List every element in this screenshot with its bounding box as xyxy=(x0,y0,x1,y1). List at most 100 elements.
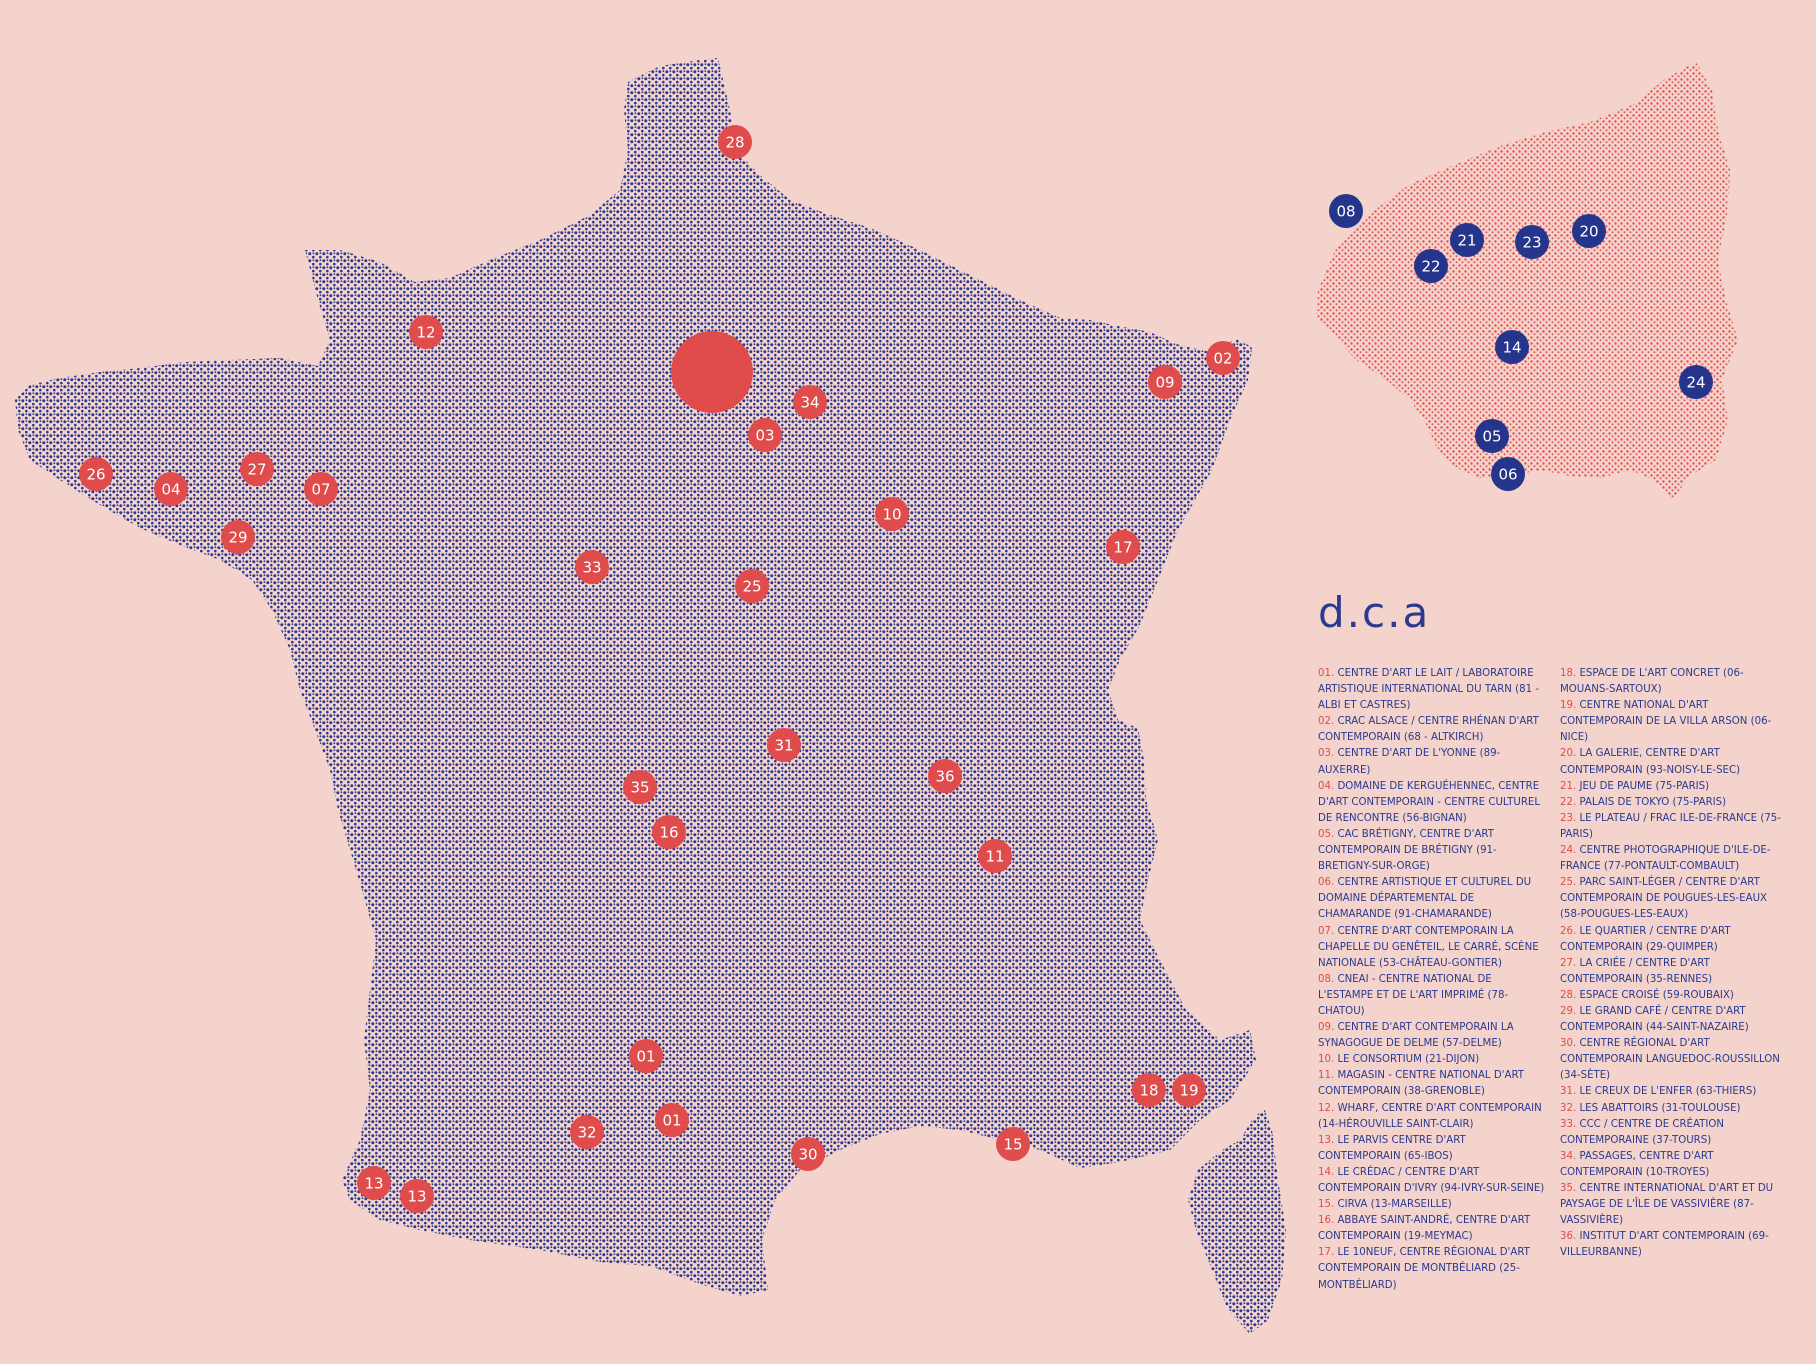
idf-marker-22[interactable]: 22 xyxy=(1414,249,1448,283)
legend-entry: 06. Centre artistique et culturel du Dom… xyxy=(1318,875,1550,923)
legend-entry: 09. Centre d'art contemporain La synagog… xyxy=(1318,1020,1550,1052)
france-marker-03[interactable]: 03 xyxy=(748,418,782,452)
marker-label: 28 xyxy=(725,133,744,151)
idf-marker-06[interactable]: 06 xyxy=(1491,457,1525,491)
marker-label: 30 xyxy=(798,1145,817,1163)
france-marker-01[interactable]: 01 xyxy=(629,1039,663,1073)
legend-text: Centre d'art Le Lait / Laboratoire artis… xyxy=(1318,668,1540,712)
france-marker-29[interactable]: 29 xyxy=(221,520,255,554)
france-marker-12[interactable]: 12 xyxy=(409,315,443,349)
france-marker-13[interactable]: 13 xyxy=(357,1166,391,1200)
legend-number: 02. xyxy=(1318,716,1338,728)
legend-number: 18. xyxy=(1560,668,1580,679)
legend-entry: 24. Centre photographique d'Ile-de-Franc… xyxy=(1560,843,1790,875)
france-marker-17[interactable]: 17 xyxy=(1106,530,1140,564)
idf-marker-23[interactable]: 23 xyxy=(1515,225,1549,259)
legend-number: 06. xyxy=(1318,877,1338,889)
legend-text: Magasin - Centre national d'art contempo… xyxy=(1318,1070,1525,1098)
marker-circle xyxy=(928,759,962,793)
legend-number: 12. xyxy=(1318,1102,1338,1114)
france-marker-04[interactable]: 04 xyxy=(154,472,188,506)
france-marker-15[interactable]: 15 xyxy=(996,1127,1030,1161)
france-marker-10[interactable]: 10 xyxy=(875,497,909,531)
legend-entry: 13. Le Parvis centre d'art contemporain … xyxy=(1318,1133,1550,1165)
france-marker-16[interactable]: 16 xyxy=(652,815,686,849)
marker-circle xyxy=(1572,214,1606,248)
marker-label: 04 xyxy=(161,480,180,498)
legend-text: CIRVA (13-Marseille) xyxy=(1337,1199,1452,1211)
legend-number: 05. xyxy=(1318,828,1338,840)
legend-entry: 19. Centre national d'art contemporain d… xyxy=(1560,698,1790,746)
marker-circle xyxy=(735,569,769,603)
france-marker-28[interactable]: 28 xyxy=(718,125,752,159)
legend-number: 01. xyxy=(1318,668,1338,679)
legend-number: 29. xyxy=(1560,1005,1580,1017)
legend-text: Domaine de Kerguéhennec, centre d'art co… xyxy=(1318,780,1541,824)
marker-circle xyxy=(996,1127,1030,1161)
france-marker-18[interactable]: 18 xyxy=(1132,1073,1166,1107)
marker-circle xyxy=(154,472,188,506)
france-marker-25[interactable]: 25 xyxy=(735,569,769,603)
marker-circle xyxy=(221,520,255,554)
marker-label: 24 xyxy=(1686,373,1705,391)
marker-label: 14 xyxy=(1502,338,1521,356)
france-marker-13[interactable]: 13 xyxy=(400,1179,434,1213)
idf-marker-05[interactable]: 05 xyxy=(1475,419,1509,453)
marker-label: 35 xyxy=(630,778,649,796)
legend-entry: 08. CNEAI - Centre national de l'estampe… xyxy=(1318,972,1550,1020)
legend-entry: 12. Wharf, centre d'art contemporain (14… xyxy=(1318,1101,1550,1133)
idf-marker-21[interactable]: 21 xyxy=(1450,223,1484,257)
france-marker-26[interactable]: 26 xyxy=(79,457,113,491)
marker-circle xyxy=(79,457,113,491)
idf-marker-20[interactable]: 20 xyxy=(1572,214,1606,248)
marker-circle xyxy=(1132,1073,1166,1107)
france-marker-31[interactable]: 31 xyxy=(767,728,801,762)
marker-label: 07 xyxy=(311,480,330,498)
france-marker-33[interactable]: 33 xyxy=(575,550,609,584)
france-marker-01[interactable]: 01 xyxy=(655,1103,689,1137)
france-marker-11[interactable]: 11 xyxy=(978,839,1012,873)
france-marker-09[interactable]: 09 xyxy=(1148,365,1182,399)
legend-entry: 23. Le Plateau / Frac Ile-de-France (75-… xyxy=(1560,811,1790,843)
legend-number: 28. xyxy=(1560,989,1580,1001)
marker-circle xyxy=(1475,419,1509,453)
marker-label: 20 xyxy=(1579,222,1598,240)
france-marker-30[interactable]: 30 xyxy=(791,1137,825,1171)
legend-number: 24. xyxy=(1560,845,1580,857)
idf-marker-08[interactable]: 08 xyxy=(1329,194,1363,228)
ile-de-france-shape xyxy=(1316,62,1738,500)
marker-circle xyxy=(304,472,338,506)
legend-text: Le Grand Café / centre d'art contemporai… xyxy=(1560,1005,1749,1034)
france-marker-19[interactable]: 19 xyxy=(1172,1073,1206,1107)
france-marker-02[interactable]: 02 xyxy=(1206,341,1240,375)
france-marker-36[interactable]: 36 xyxy=(928,759,962,793)
legend-number: 27. xyxy=(1560,957,1580,969)
legend-text: Jeu de Paume (75-Paris) xyxy=(1579,780,1710,792)
marker-circle xyxy=(570,1115,604,1149)
legend-text: CCC / centre de création contemporaine (… xyxy=(1560,1118,1725,1146)
legend-entry: 16. Abbaye Saint-André, centre d'art con… xyxy=(1318,1213,1550,1245)
marker-label: 22 xyxy=(1421,257,1440,275)
idf-marker-24[interactable]: 24 xyxy=(1679,365,1713,399)
legend-text: Le Quartier / Centre d'art contemporain … xyxy=(1560,925,1731,953)
idf-marker-14[interactable]: 14 xyxy=(1495,330,1529,364)
marker-label: 32 xyxy=(577,1123,596,1141)
marker-label: 12 xyxy=(416,323,435,341)
marker-circle xyxy=(1172,1073,1206,1107)
marker-label: 06 xyxy=(1498,465,1517,483)
markers-layer: 28 12 02 09 34 03 26 04 27 07 29 10 17 33 25 31 36 35 16 11… xyxy=(79,125,1713,1213)
legend-text: Centre d'art contemporain La synagogue d… xyxy=(1318,1022,1514,1050)
legend-entry: 10. Le Consortium (21-Dijon) xyxy=(1318,1052,1550,1068)
france-marker-32[interactable]: 32 xyxy=(570,1115,604,1149)
france-marker-27[interactable]: 27 xyxy=(240,452,274,486)
france-marker-07[interactable]: 07 xyxy=(304,472,338,506)
legend-entry: 20. La Galerie, centre d'art contemporai… xyxy=(1560,746,1790,778)
legend-text: Institut d'art contemporain (69-Villeurb… xyxy=(1560,1231,1769,1259)
legend-number: 33. xyxy=(1560,1118,1580,1130)
france-marker-34[interactable]: 34 xyxy=(793,385,827,419)
legend-text: Parc Saint-Léger / Centre d'art contempo… xyxy=(1560,877,1768,921)
legend-entry: 25. Parc Saint-Léger / Centre d'art cont… xyxy=(1560,875,1790,923)
france-marker-35[interactable]: 35 xyxy=(623,770,657,804)
legend-entry: 04. Domaine de Kerguéhennec, centre d'ar… xyxy=(1318,779,1550,827)
